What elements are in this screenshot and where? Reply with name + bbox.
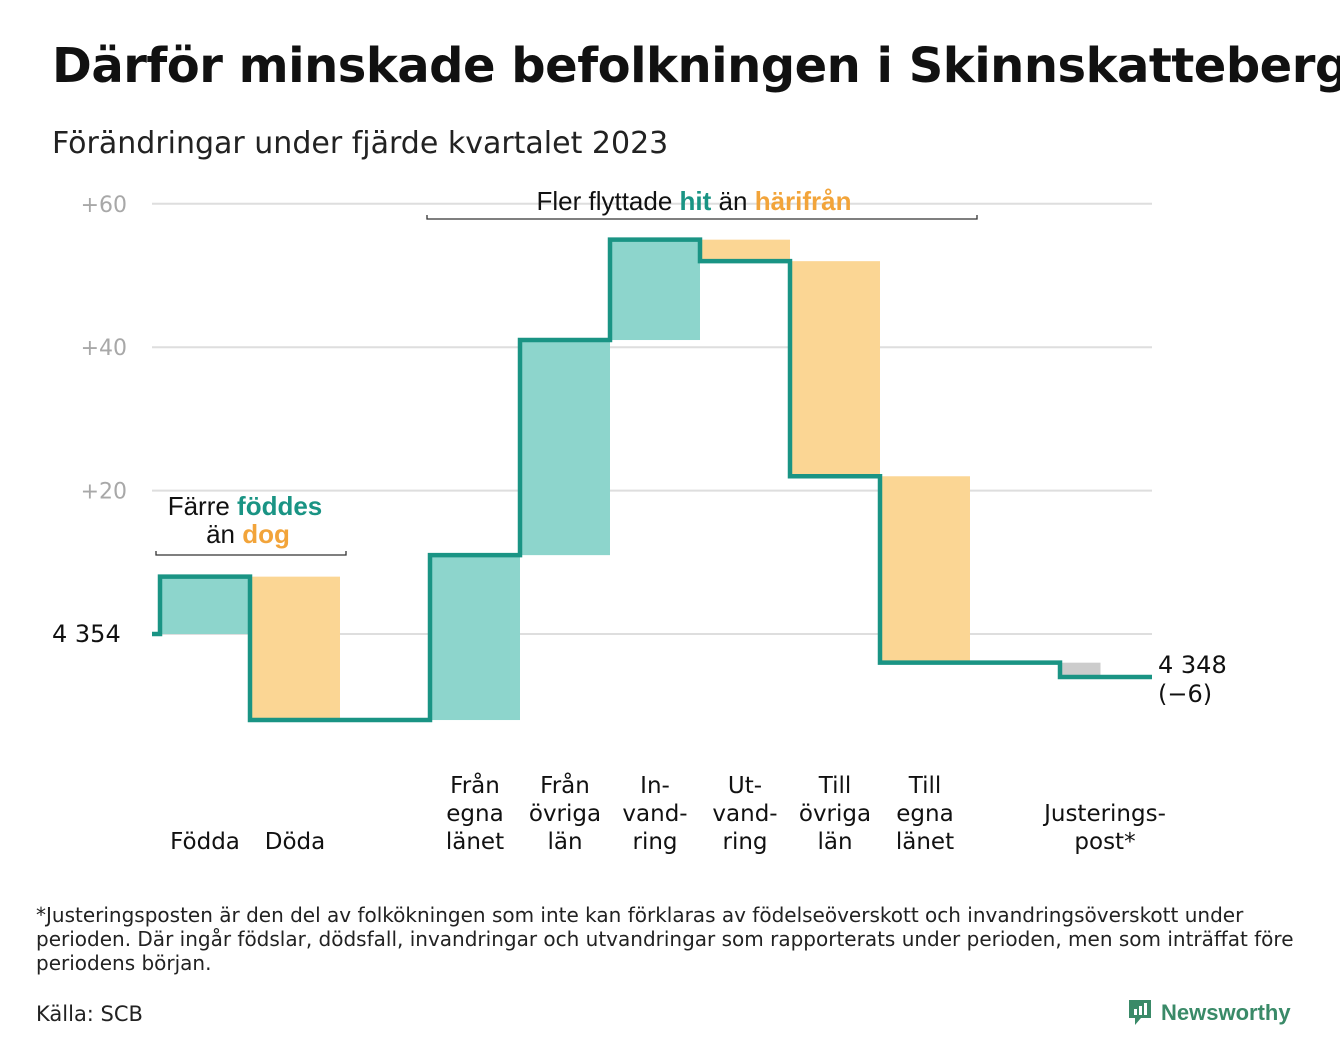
category-label: vand-: [712, 801, 777, 827]
migration-bracket: [426, 215, 978, 220]
waterfall-bar: [160, 576, 250, 634]
end-change-label: (−6): [1158, 680, 1212, 708]
waterfall-bar: [880, 476, 970, 663]
category-label: Till: [908, 773, 942, 799]
category-label: vand-: [622, 801, 687, 827]
category-label: län: [817, 829, 852, 855]
waterfall-bar: [610, 239, 700, 341]
category-label: egna: [896, 801, 953, 827]
chart-title: Därför minskade befolkningen i Skinnskat…: [52, 38, 1340, 94]
y-tick-label: +20: [81, 480, 127, 505]
category-label: övriga: [529, 801, 601, 827]
waterfall-bar: [700, 239, 790, 262]
category-label: Födda: [170, 829, 240, 855]
category-label: län: [547, 829, 582, 855]
chart-subtitle: Förändringar under fjärde kvartalet 2023: [52, 126, 669, 161]
category-label: ring: [632, 829, 677, 855]
category-label: länet: [896, 829, 954, 855]
source-label: Källa: SCB: [36, 1002, 143, 1026]
end-value-label: 4 348: [1158, 651, 1227, 679]
brand-logo: Newsworthy: [1127, 998, 1291, 1028]
category-label: ring: [722, 829, 767, 855]
category-label: post*: [1074, 829, 1135, 855]
category-label: Döda: [265, 829, 325, 855]
migration-annotation: Fler flyttade hit än härifrån: [536, 186, 851, 216]
y-tick-label: +60: [81, 193, 127, 218]
category-label: In-: [640, 773, 670, 799]
y-tick-label: +40: [81, 336, 127, 361]
births-bracket: [155, 551, 347, 556]
start-value-label: 4 354: [52, 620, 121, 648]
category-label: Till: [818, 773, 852, 799]
category-label: länet: [446, 829, 504, 855]
brand-name: Newsworthy: [1161, 1000, 1291, 1025]
category-label: Ut-: [728, 773, 762, 799]
category-label: Justerings-: [1042, 801, 1166, 827]
footnote: *Justeringsposten är den del av folkökni…: [36, 903, 1294, 975]
newsworthy-icon: [1129, 1000, 1151, 1025]
cumulative-step-line: [152, 237, 1152, 723]
category-label: Från: [540, 771, 590, 799]
waterfall-bar: [250, 576, 340, 721]
waterfall-bar: [520, 340, 610, 556]
waterfall-bar: [430, 555, 520, 721]
waterfall-bar: [790, 261, 880, 477]
category-label: Från: [450, 771, 500, 799]
waterfall-bar: [1060, 662, 1101, 678]
births-annotation-line1: Färre föddes: [168, 491, 323, 521]
category-label: egna: [446, 801, 503, 827]
category-label: övriga: [799, 801, 871, 827]
births-annotation-line2: än dog: [206, 519, 290, 549]
